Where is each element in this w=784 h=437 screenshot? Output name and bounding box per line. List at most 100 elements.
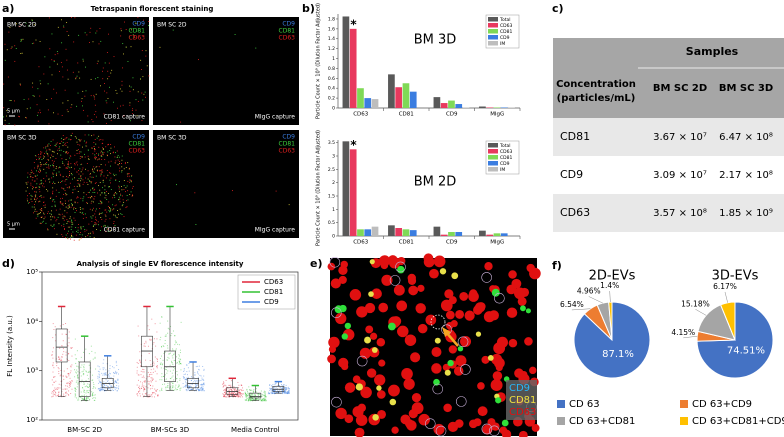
point-cloud	[76, 372, 77, 373]
particle	[65, 143, 66, 144]
bar	[479, 231, 486, 236]
particle	[106, 92, 107, 93]
point-cloud	[71, 389, 72, 390]
particle	[120, 213, 121, 214]
channel-label: CD63	[509, 407, 536, 418]
particle	[232, 190, 233, 191]
bar	[494, 233, 501, 236]
particle	[84, 96, 85, 97]
point-cloud	[99, 380, 100, 381]
particle	[119, 188, 120, 189]
particle	[38, 166, 39, 167]
point-cloud	[87, 383, 88, 384]
point-cloud	[276, 387, 277, 388]
particle	[101, 159, 102, 160]
point-cloud	[246, 396, 247, 397]
point-cloud	[186, 378, 187, 379]
particle	[68, 231, 69, 232]
point-cloud	[282, 393, 283, 394]
point-cloud	[102, 367, 103, 368]
point-cloud	[222, 384, 223, 385]
particle	[26, 191, 27, 192]
particle	[96, 182, 97, 183]
particle	[67, 109, 68, 110]
particle	[148, 75, 149, 76]
point-cloud	[105, 372, 106, 373]
particle	[130, 91, 131, 92]
point-cloud	[157, 373, 158, 374]
point-cloud	[52, 337, 53, 338]
point-cloud	[184, 370, 185, 371]
particle	[53, 112, 54, 113]
particle	[76, 198, 77, 199]
particle	[127, 190, 128, 191]
point-cloud	[164, 384, 165, 385]
particle	[36, 211, 37, 212]
point-cloud	[147, 381, 148, 382]
point-cloud	[54, 387, 55, 388]
particle	[133, 186, 134, 187]
particle	[66, 219, 67, 220]
point-cloud	[85, 386, 86, 387]
point-cloud	[238, 387, 239, 388]
value-label: 74.51%	[727, 346, 765, 357]
particle	[142, 50, 143, 51]
table-column-header: BM SC 3D	[719, 83, 773, 94]
particle	[115, 215, 116, 216]
particle	[105, 164, 106, 165]
particle	[46, 189, 47, 190]
particle	[52, 151, 53, 152]
bar	[455, 104, 462, 108]
particle	[95, 158, 96, 159]
particle	[99, 28, 100, 29]
point-cloud	[83, 391, 84, 392]
panel-label: f)	[552, 259, 562, 272]
point-cloud	[174, 352, 175, 353]
particle	[132, 196, 133, 197]
particle	[93, 166, 94, 167]
point-cloud	[55, 381, 56, 382]
point-cloud	[67, 377, 68, 378]
particle	[372, 414, 379, 421]
particle	[73, 218, 74, 219]
particle	[41, 208, 42, 209]
point-cloud	[143, 369, 144, 370]
particle	[69, 187, 70, 188]
particle	[112, 197, 113, 198]
particle	[41, 223, 42, 224]
point-cloud	[173, 386, 174, 387]
particle	[129, 105, 130, 106]
particle	[44, 218, 45, 219]
point-cloud	[84, 392, 85, 393]
particle	[66, 207, 67, 208]
particle	[43, 158, 44, 159]
particle	[80, 232, 81, 233]
particle	[51, 219, 52, 220]
point-cloud	[75, 372, 76, 373]
point-cloud	[241, 385, 242, 386]
point-cloud	[265, 394, 266, 395]
point-cloud	[83, 366, 84, 367]
particle	[388, 323, 396, 331]
point-cloud	[186, 371, 187, 372]
point-cloud	[186, 364, 187, 365]
point-cloud	[160, 358, 161, 359]
legend-label: CD 63+CD81	[569, 416, 635, 427]
y-axis-label: FL Intensity (a.u.)	[6, 315, 14, 377]
value-label: 1.4%	[600, 281, 619, 290]
y-tick-label: 1.4	[328, 36, 335, 42]
point-cloud	[76, 397, 77, 398]
point-cloud	[66, 334, 67, 335]
particle	[86, 230, 87, 231]
point-cloud	[279, 390, 280, 391]
point-cloud	[173, 354, 174, 355]
particle	[94, 99, 95, 100]
point-cloud	[136, 394, 137, 395]
particle	[132, 77, 133, 78]
particle	[64, 229, 65, 230]
legend-swatch	[488, 167, 498, 172]
point-cloud	[116, 361, 117, 362]
particle	[477, 382, 485, 390]
channel-label: CD9	[509, 383, 530, 394]
particle	[53, 182, 54, 183]
